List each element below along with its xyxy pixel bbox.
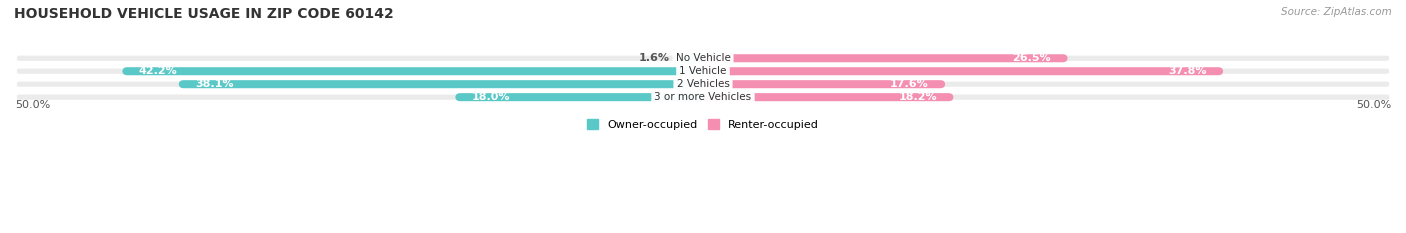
FancyBboxPatch shape: [179, 80, 703, 88]
Text: 18.2%: 18.2%: [898, 92, 936, 102]
Text: No Vehicle: No Vehicle: [675, 53, 731, 63]
FancyBboxPatch shape: [456, 93, 703, 101]
FancyBboxPatch shape: [703, 54, 1067, 62]
Text: Source: ZipAtlas.com: Source: ZipAtlas.com: [1281, 7, 1392, 17]
FancyBboxPatch shape: [703, 93, 953, 101]
Text: 3 or more Vehicles: 3 or more Vehicles: [654, 92, 752, 102]
FancyBboxPatch shape: [122, 67, 703, 75]
Text: 1 Vehicle: 1 Vehicle: [679, 66, 727, 76]
FancyBboxPatch shape: [703, 80, 945, 88]
FancyBboxPatch shape: [15, 93, 1391, 101]
Text: 50.0%: 50.0%: [1355, 100, 1391, 110]
FancyBboxPatch shape: [15, 67, 1391, 75]
FancyBboxPatch shape: [703, 67, 1223, 75]
FancyBboxPatch shape: [15, 80, 1391, 88]
Legend: Owner-occupied, Renter-occupied: Owner-occupied, Renter-occupied: [582, 115, 824, 134]
Text: 2 Vehicles: 2 Vehicles: [676, 79, 730, 89]
Text: 18.0%: 18.0%: [472, 92, 510, 102]
Text: 26.5%: 26.5%: [1012, 53, 1052, 63]
Text: 37.8%: 37.8%: [1168, 66, 1206, 76]
Text: 1.6%: 1.6%: [638, 53, 671, 63]
FancyBboxPatch shape: [681, 54, 703, 62]
Text: 38.1%: 38.1%: [195, 79, 233, 89]
Text: HOUSEHOLD VEHICLE USAGE IN ZIP CODE 60142: HOUSEHOLD VEHICLE USAGE IN ZIP CODE 6014…: [14, 7, 394, 21]
Text: 17.6%: 17.6%: [890, 79, 929, 89]
Text: 50.0%: 50.0%: [15, 100, 51, 110]
FancyBboxPatch shape: [15, 54, 1391, 62]
Text: 42.2%: 42.2%: [139, 66, 177, 76]
